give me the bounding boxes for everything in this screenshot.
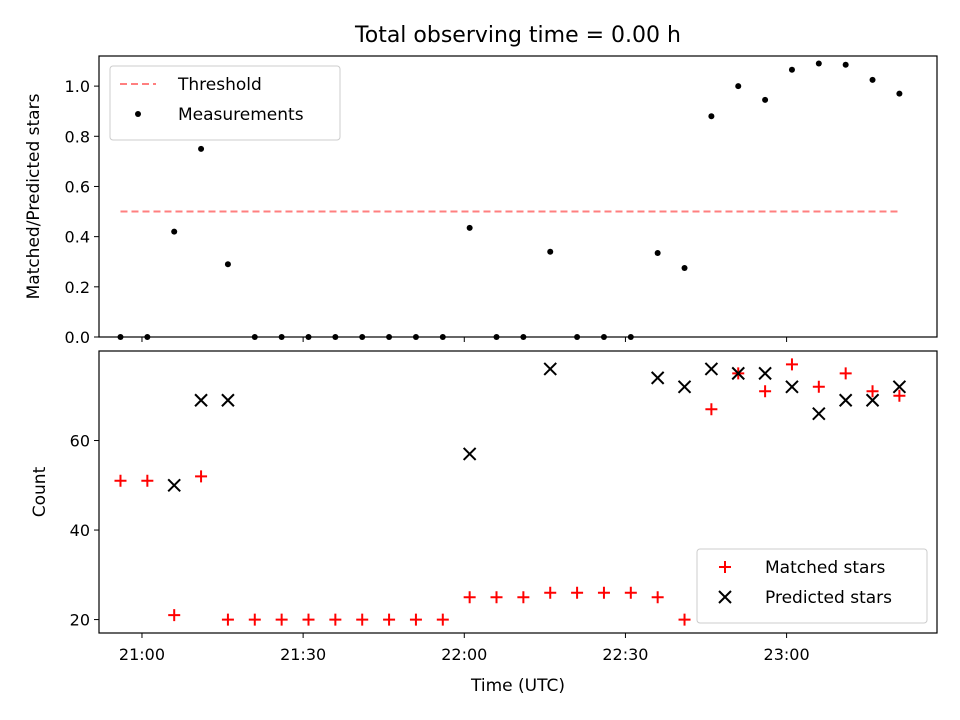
legend: Threshold Measurements xyxy=(109,65,341,141)
predicted-stars-point xyxy=(462,447,477,461)
measurement-point xyxy=(547,248,554,255)
legend-swatch-measurements xyxy=(135,111,141,117)
y-tick-label: 0.8 xyxy=(65,127,90,146)
y-tick-label: 0.4 xyxy=(65,228,90,247)
legend-swatch-matched xyxy=(719,561,731,573)
matched-stars-point xyxy=(785,358,798,371)
y-tick-label: 0.6 xyxy=(65,177,90,196)
matched-stars-point xyxy=(624,586,637,599)
y-axis-label: Matched/Predicted stars xyxy=(24,93,44,299)
predicted-stars-point xyxy=(543,362,557,376)
y-tick-label: 0.2 xyxy=(65,278,90,297)
matched-stars-point xyxy=(651,591,664,604)
matched-stars-point xyxy=(356,613,369,626)
legend: Matched stars Predicted stars xyxy=(696,548,928,624)
matched-stars-point xyxy=(839,367,852,380)
matched-stars-point xyxy=(275,613,288,626)
matched-stars-point xyxy=(248,613,261,626)
measurement-point xyxy=(198,145,205,152)
panel-counts: 20 40 60 21:00 21:30 22:00 22:30 23:00 Count Time… xyxy=(30,350,938,696)
y-tick-label: 1.0 xyxy=(65,77,90,96)
predicted-stars-point xyxy=(650,371,665,385)
matched-stars-point xyxy=(678,613,691,626)
axes-frame xyxy=(98,55,938,338)
y-axis-label: Count xyxy=(30,466,50,517)
measurement-point xyxy=(681,265,688,272)
predicted-stars-point xyxy=(785,380,799,394)
matched-stars-point xyxy=(490,591,503,604)
figure-title: Total observing time = 0.00 h xyxy=(354,23,681,48)
matched-stars-point xyxy=(544,586,557,599)
measurement-point xyxy=(896,90,903,97)
panel-ratio: 0.0 0.2 0.4 0.6 0.8 1.0 Matched/Predicted star… xyxy=(24,55,938,347)
matched-stars-point xyxy=(759,385,772,398)
measurement-point xyxy=(869,76,876,83)
matched-stars-point xyxy=(114,474,127,487)
matched-stars-point xyxy=(383,613,396,626)
measurement-point xyxy=(735,83,742,90)
legend-label: Matched stars xyxy=(765,558,885,578)
matched-stars-point xyxy=(866,385,879,398)
measurement-point xyxy=(788,66,795,73)
predicted-stars-point xyxy=(704,362,719,376)
matched-stars-point xyxy=(571,586,584,599)
measurement-point xyxy=(708,113,715,120)
matched-stars-point xyxy=(517,591,530,604)
y-tick-label: 60 xyxy=(70,432,90,451)
predicted-stars-point xyxy=(167,478,181,492)
predicted-stars-point xyxy=(677,380,692,394)
matched-stars-point xyxy=(812,380,825,393)
measurement-point xyxy=(466,224,473,231)
legend-swatch-predicted xyxy=(718,590,732,604)
legend-label: Predicted stars xyxy=(765,588,892,608)
matched-stars-point xyxy=(221,613,234,626)
measurement-point xyxy=(654,249,661,256)
x-tick-label: 22:30 xyxy=(602,645,648,664)
x-tick-label: 21:30 xyxy=(280,645,326,664)
predicted-stars-point xyxy=(731,366,745,381)
legend-box xyxy=(109,65,341,141)
x-tick-label: 21:00 xyxy=(119,645,165,664)
matched-stars-point xyxy=(436,613,449,626)
matched-stars-point xyxy=(893,389,906,402)
measurement-point xyxy=(842,61,849,68)
matched-stars-point xyxy=(597,586,610,599)
y-tick-label: 20 xyxy=(70,611,90,630)
measurement-point xyxy=(762,96,769,103)
matched-stars-point xyxy=(195,470,208,483)
predicted-stars-point xyxy=(194,393,208,407)
axes-frame xyxy=(98,350,938,634)
predicted-stars-point xyxy=(865,393,880,407)
matched-stars-point xyxy=(302,613,315,626)
legend-label: Threshold xyxy=(177,75,262,95)
matched-stars-point xyxy=(409,613,422,626)
measurement-point xyxy=(815,60,822,67)
x-tick-label: 23:00 xyxy=(764,645,810,664)
x-tick-label: 22:00 xyxy=(441,645,487,664)
y-tick-label: 40 xyxy=(70,521,90,540)
predicted-stars-point xyxy=(758,366,772,381)
x-axis-label: Time (UTC) xyxy=(470,676,565,696)
matched-stars-point xyxy=(168,609,181,622)
measurement-point xyxy=(224,261,231,268)
predicted-stars-point xyxy=(221,393,235,407)
predicted-stars-point xyxy=(892,380,907,394)
matched-stars-point xyxy=(329,613,342,626)
predicted-stars-point xyxy=(812,406,826,421)
matched-stars-point xyxy=(705,403,718,416)
y-tick-label: 0.0 xyxy=(65,328,90,347)
legend-box xyxy=(696,548,928,624)
predicted-stars-point xyxy=(838,393,853,407)
matched-stars-point xyxy=(463,591,476,604)
matched-stars-point xyxy=(141,474,154,487)
legend-label: Measurements xyxy=(178,105,304,125)
measurement-point xyxy=(171,228,178,235)
